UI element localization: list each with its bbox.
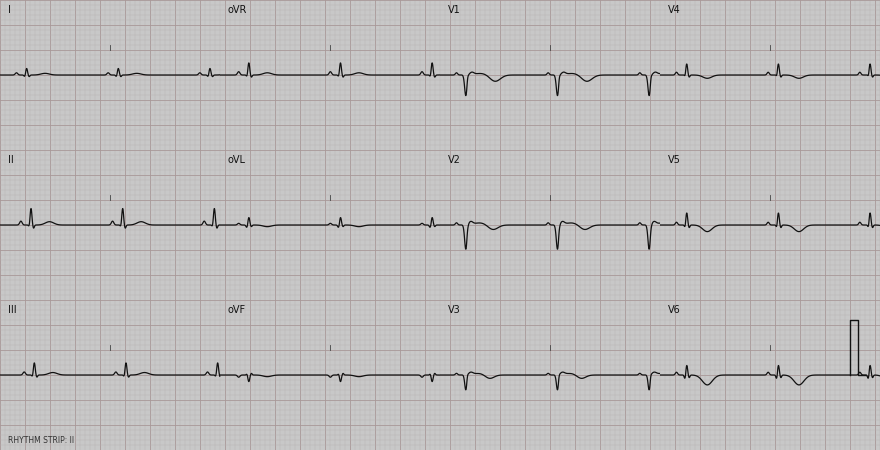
Text: V3: V3 xyxy=(448,305,461,315)
Text: oVL: oVL xyxy=(228,155,246,165)
Text: RHYTHM STRIP: II: RHYTHM STRIP: II xyxy=(8,436,74,445)
Text: V4: V4 xyxy=(668,5,681,15)
Text: II: II xyxy=(8,155,14,165)
Text: V2: V2 xyxy=(448,155,461,165)
Text: oVF: oVF xyxy=(228,305,246,315)
Text: III: III xyxy=(8,305,17,315)
Text: V6: V6 xyxy=(668,305,681,315)
Text: oVR: oVR xyxy=(228,5,247,15)
Text: I: I xyxy=(8,5,11,15)
Text: V5: V5 xyxy=(668,155,681,165)
Text: V1: V1 xyxy=(448,5,461,15)
